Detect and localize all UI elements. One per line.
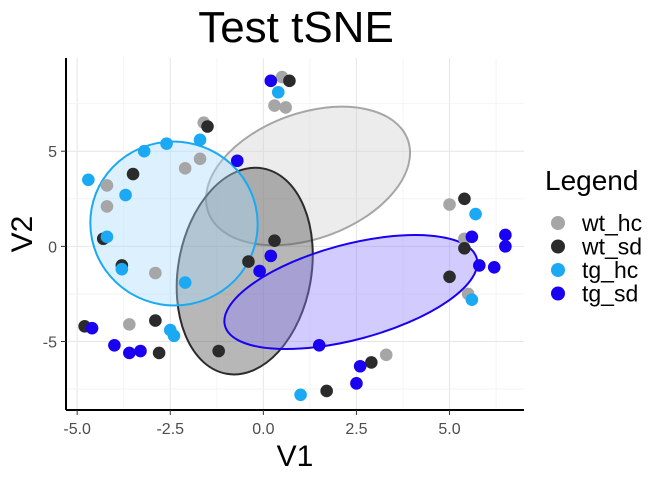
- legend-label-wt_sd: wt_sd: [581, 234, 642, 260]
- point-wt_sd: [268, 234, 281, 247]
- point-wt_hc: [149, 266, 162, 280]
- point-wt_hc: [100, 200, 114, 213]
- legend-label-tg_sd: tg_sd: [582, 281, 638, 307]
- point-wt_hc: [193, 152, 207, 166]
- legend-label-wt_hc: wt_hc: [581, 210, 642, 236]
- chart-title: Test tSNE: [198, 3, 394, 52]
- point-tg_hc: [119, 188, 132, 202]
- point-wt_hc: [178, 162, 192, 175]
- point-tg_sd: [230, 154, 244, 168]
- point-tg_sd: [123, 346, 136, 360]
- point-tg_sd: [134, 344, 147, 358]
- x-tick-label: 0.0: [252, 421, 274, 438]
- grid-lines: [66, 58, 524, 410]
- y-tick-label: -5: [43, 335, 57, 352]
- point-tg_hc: [167, 329, 181, 343]
- y-tick-label: 5: [48, 144, 57, 161]
- point-wt_sd: [242, 255, 255, 268]
- point-tg_sd: [264, 249, 278, 263]
- point-tg_hc: [160, 137, 173, 150]
- point-tg_sd: [499, 240, 512, 253]
- legend-label-tg_hc: tg_hc: [582, 257, 638, 283]
- point-tg_sd: [264, 74, 278, 88]
- point-wt_sd: [458, 241, 471, 255]
- point-tg_sd: [473, 259, 486, 272]
- point-tg_sd: [108, 339, 121, 352]
- legend-key-wt_sd: [551, 239, 565, 254]
- point-wt_sd: [365, 356, 378, 369]
- point-tg_sd: [499, 228, 512, 242]
- point-wt_hc: [100, 179, 114, 192]
- point-tg_sd: [465, 230, 479, 244]
- point-wt_sd: [283, 74, 296, 88]
- point-tg_sd: [353, 359, 367, 373]
- point-wt_sd: [149, 314, 162, 327]
- y-tick-label: 0: [48, 239, 57, 256]
- ellipse-wt_sd: [175, 166, 314, 376]
- point-wt_hc: [279, 101, 292, 114]
- point-tg_hc: [469, 207, 482, 221]
- legend-title: Legend: [545, 165, 638, 196]
- x-axis-ticks: -5.0 -2.5 0.0 2.5 5.0: [63, 410, 461, 438]
- data-points: [78, 70, 512, 402]
- point-wt_sd: [320, 384, 333, 398]
- confidence-ellipses: [89, 105, 479, 376]
- x-axis-title: V1: [277, 440, 314, 473]
- x-tick-label: 2.5: [345, 421, 367, 438]
- point-tg_sd: [253, 264, 266, 278]
- point-tg_hc: [100, 230, 114, 244]
- point-wt_sd: [212, 344, 225, 358]
- point-wt_hc: [123, 318, 136, 331]
- x-tick-label: -2.5: [156, 421, 184, 438]
- point-tg_hc: [82, 173, 95, 187]
- point-wt_sd: [126, 167, 140, 181]
- point-tg_sd: [85, 321, 99, 335]
- y-axis-title: V2: [6, 216, 39, 253]
- point-tg_hc: [294, 388, 307, 402]
- point-wt_sd: [152, 346, 166, 360]
- point-wt_sd: [201, 120, 214, 133]
- point-tg_hc: [193, 133, 207, 147]
- ellipse-tg_sd: [223, 234, 479, 351]
- point-tg_hc: [178, 276, 192, 289]
- legend-key-tg_hc: [551, 263, 565, 277]
- point-tg_hc: [271, 85, 285, 99]
- point-wt_hc: [268, 99, 281, 112]
- point-tg_sd: [487, 260, 501, 274]
- point-wt_hc: [379, 348, 393, 362]
- point-tg_hc: [137, 144, 151, 158]
- y-axis-ticks: -5 0 5: [43, 144, 66, 352]
- point-tg_hc: [465, 293, 479, 306]
- point-tg_hc: [115, 262, 129, 276]
- legend-key-tg_sd: [551, 286, 565, 301]
- point-wt_hc: [443, 198, 456, 211]
- x-tick-label: -5.0: [63, 421, 91, 438]
- point-tg_sd: [312, 339, 326, 352]
- point-wt_sd: [458, 192, 471, 206]
- point-wt_sd: [443, 270, 456, 284]
- point-tg_sd: [350, 377, 363, 390]
- x-tick-label: 5.0: [438, 421, 460, 438]
- plot-area: -5.0 -2.5 0.0 2.5 5.0 -5 0 5: [43, 58, 524, 438]
- ellipse-tg_hc: [89, 140, 259, 307]
- legend-key-wt_hc: [551, 216, 565, 230]
